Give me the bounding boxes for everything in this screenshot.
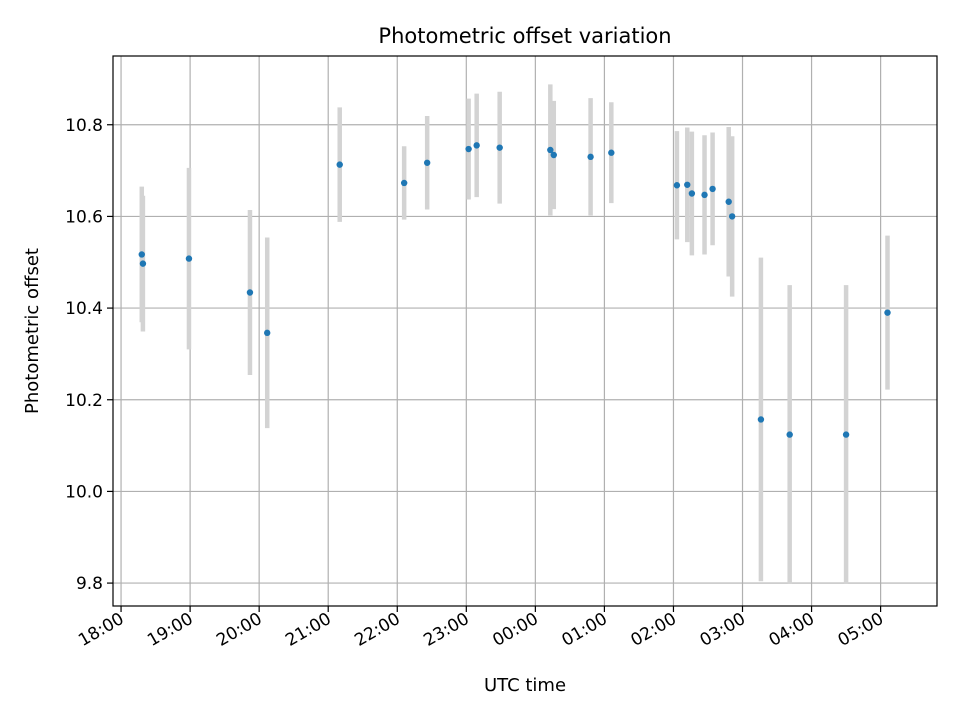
- data-point: [465, 145, 472, 153]
- data-point: [587, 153, 594, 161]
- y-tick-label: 10.6: [65, 207, 103, 227]
- y-tick-label: 10.0: [65, 482, 103, 502]
- data-point: [884, 309, 891, 316]
- data-point: [423, 159, 431, 166]
- y-tick-label: 9.8: [76, 574, 103, 594]
- data-point: [842, 431, 850, 438]
- data-point: [673, 182, 681, 189]
- data-point: [473, 142, 480, 149]
- data-point: [725, 198, 732, 205]
- data-point: [757, 416, 765, 423]
- data-point: [688, 190, 696, 197]
- data-point: [550, 151, 557, 159]
- data-point: [728, 213, 736, 220]
- data-point: [684, 181, 691, 188]
- data-points: [138, 142, 891, 438]
- data-point: [547, 146, 554, 154]
- data-point: [608, 149, 615, 156]
- chart-title: Photometric offset variation: [378, 24, 671, 48]
- data-point: [336, 161, 343, 168]
- y-tick-label: 10.8: [65, 116, 103, 136]
- data-point: [709, 185, 716, 193]
- x-axis-label: UTC time: [484, 675, 566, 696]
- data-point: [701, 191, 708, 199]
- data-point: [138, 251, 145, 258]
- data-point: [246, 289, 254, 296]
- y-tick-label: 10.4: [65, 299, 103, 319]
- data-point: [496, 144, 503, 151]
- y-tick-label: 10.2: [65, 391, 103, 411]
- data-point: [185, 255, 193, 262]
- data-point: [400, 179, 408, 187]
- data-point: [139, 260, 147, 267]
- plot-frame: [112, 55, 938, 607]
- data-point: [786, 431, 793, 438]
- y-axis-label: Photometric offset: [22, 248, 43, 414]
- data-point: [264, 329, 271, 337]
- y-axis-ticks: 9.8 10.0 10.2 10.4 10.6 10.8: [65, 116, 113, 594]
